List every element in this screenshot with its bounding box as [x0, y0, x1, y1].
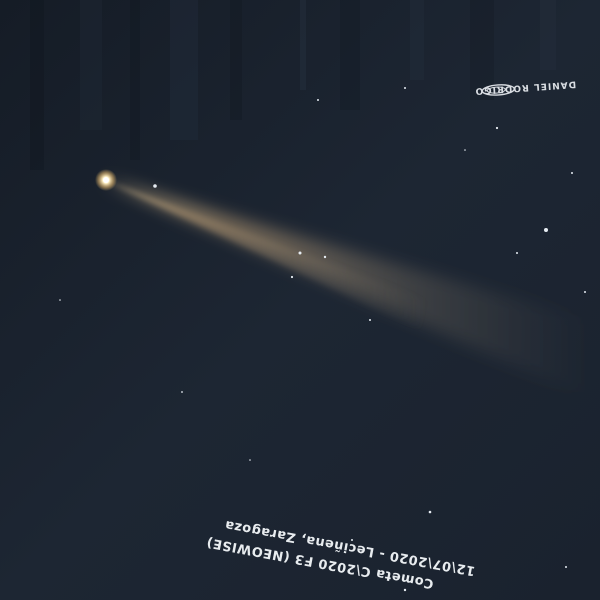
- photographer-watermark: DANIEL RODRIGO: [474, 67, 577, 104]
- signature-swirl-icon: [481, 84, 515, 96]
- comet-tail-core: [104, 180, 430, 330]
- comet-nucleus: [103, 177, 109, 183]
- sky-streaks: [30, 0, 556, 170]
- stars: [59, 87, 586, 592]
- comet: [95, 169, 590, 400]
